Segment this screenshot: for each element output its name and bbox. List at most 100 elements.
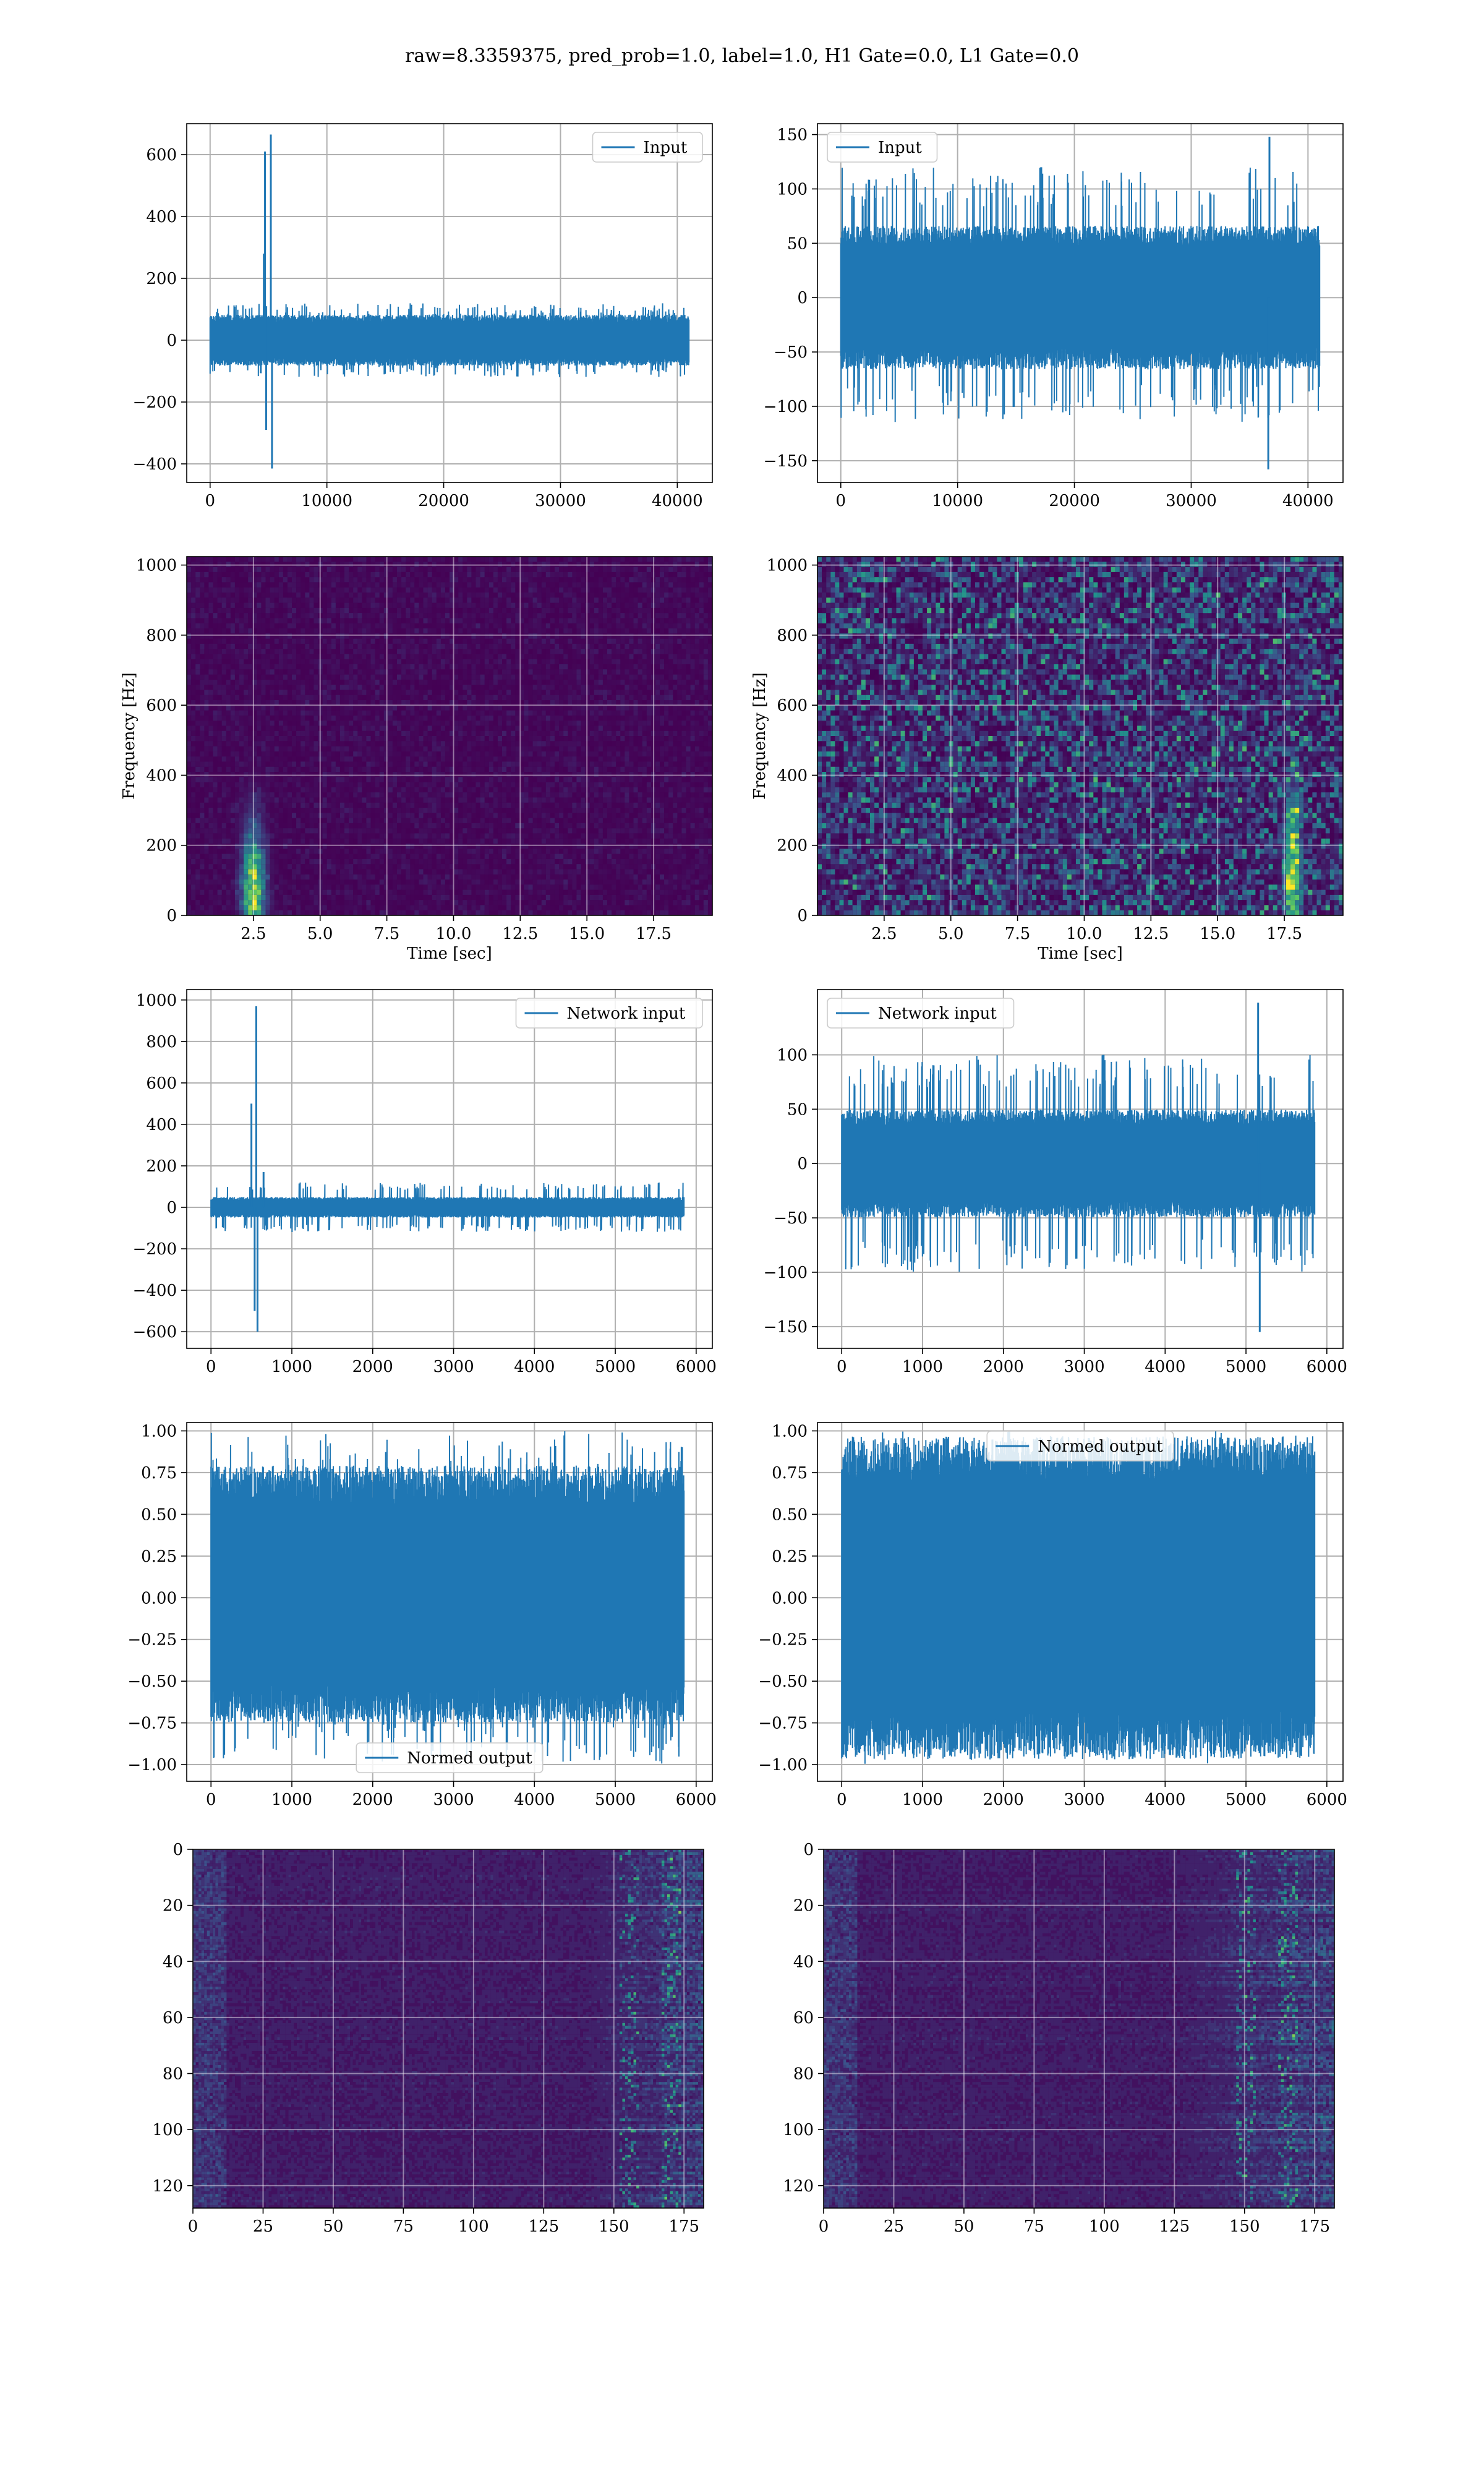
legend: Network input xyxy=(515,998,703,1029)
heatmap-cells xyxy=(261,880,266,885)
legend-label: Network input xyxy=(878,1004,997,1023)
series-line xyxy=(209,303,690,377)
x-tick-label: 75 xyxy=(393,2217,414,2236)
y-tick-label: 100 xyxy=(777,180,808,199)
heatmap-cells xyxy=(257,813,266,839)
heatmap-cells xyxy=(244,874,249,880)
heatmap-cells xyxy=(861,571,866,578)
heatmap-cells xyxy=(248,813,253,818)
x-tick-label: 6000 xyxy=(676,1358,717,1376)
x-tick-label: 4000 xyxy=(514,1358,555,1376)
plot-area xyxy=(824,1849,1334,2208)
x-tick-label: 25 xyxy=(884,2217,904,2236)
x-tick-label: 10.0 xyxy=(1067,925,1102,943)
x-tick-label: 10.0 xyxy=(436,925,472,943)
heatmap-cells xyxy=(248,869,253,875)
heatmap-cells xyxy=(239,884,244,890)
heatmap-cells xyxy=(1295,849,1300,854)
y-tick-label: 600 xyxy=(146,1074,177,1093)
heatmap-cells xyxy=(244,844,249,849)
heatmap-cells xyxy=(1290,874,1295,880)
heatmap-cells xyxy=(248,889,253,895)
series-line xyxy=(210,1182,685,1233)
heatmap-cells xyxy=(252,567,708,905)
panel-r3c1: 0 1000 2000 3000 4000 5000 6000 −600 −400 −200 0 20… xyxy=(133,989,717,1376)
heatmap-cells xyxy=(195,1849,704,2208)
axes-frame xyxy=(817,123,1344,483)
heatmap-cells xyxy=(619,1849,704,2206)
heatmap-cells xyxy=(1295,808,1300,813)
heatmap-cells xyxy=(248,900,253,905)
heatmap-cells xyxy=(257,849,262,854)
x-tick-label: 5.0 xyxy=(938,925,963,943)
heatmap-cells xyxy=(261,905,266,910)
heatmap-cells xyxy=(822,557,1343,910)
heatmap-cells xyxy=(244,854,249,910)
heatmap-cells xyxy=(678,1911,681,1914)
x-tick-label: 3000 xyxy=(1064,1358,1104,1376)
x-tick-label: 20000 xyxy=(1049,492,1100,510)
heatmap-cells xyxy=(1295,858,1300,865)
heatmap-cells xyxy=(1290,818,1295,823)
y-tick-label: 0 xyxy=(166,907,177,925)
y-tick-label: −200 xyxy=(133,393,177,412)
y-tick-label: 0.00 xyxy=(141,1589,177,1607)
x-tick-label: 1000 xyxy=(271,1358,312,1376)
heatmap-cells xyxy=(883,577,888,583)
heatmap-cells xyxy=(992,705,997,711)
series-line xyxy=(210,1431,685,1764)
x-tick-label: 17.5 xyxy=(1266,925,1302,943)
panel-r1c1: 0 10000 20000 30000 40000 −400 −200 0 200 400 600 I… xyxy=(133,123,713,510)
heatmap-cells xyxy=(248,905,253,910)
x-tick-label: 150 xyxy=(1229,2217,1260,2236)
heatmap-cells xyxy=(1295,772,1300,777)
y-tick-label: 0.25 xyxy=(772,1547,808,1566)
heatmap-cells xyxy=(1093,582,1098,588)
heatmap-cells xyxy=(248,854,253,859)
y-tick-label: 1000 xyxy=(136,557,177,575)
y-tick-label: −400 xyxy=(133,1282,177,1300)
y-tick-label: −100 xyxy=(764,1264,808,1282)
heatmap-cells xyxy=(1023,690,1028,695)
x-tick-label: 30000 xyxy=(1166,492,1217,510)
x-axis-label: Time [sec] xyxy=(1038,944,1123,963)
legend-label: Input xyxy=(878,139,922,157)
heatmap-cells xyxy=(1290,880,1295,885)
series-line xyxy=(840,167,1321,422)
heatmap-cells xyxy=(1018,869,1023,875)
heatmap-cells xyxy=(252,858,262,880)
heatmap-cells xyxy=(187,562,708,901)
y-tick-label: −1.00 xyxy=(758,1756,808,1774)
heatmap-cells xyxy=(515,823,520,829)
heatmap-cells xyxy=(1124,730,1128,736)
heatmap-cells xyxy=(239,833,257,880)
heatmap-cells xyxy=(1286,874,1290,880)
heatmap-cells xyxy=(931,643,936,649)
heatmap-cells xyxy=(265,905,270,910)
y-tick-label: 0 xyxy=(803,1841,814,1859)
heatmap-cells xyxy=(248,874,253,880)
heatmap-cells xyxy=(261,864,266,895)
legend: Normed output xyxy=(356,1742,544,1773)
panel-r5c1: 0 25 50 75 100 125 150 175 0 20 40 60 80 100 120 xyxy=(152,1841,704,2236)
heatmap-cells xyxy=(265,880,270,885)
x-tick-label: 0 xyxy=(188,2217,198,2236)
x-tick-label: 2000 xyxy=(983,1791,1024,1809)
x-tick-label: 3000 xyxy=(433,1358,474,1376)
heatmap-cells xyxy=(1290,761,1295,767)
y-tick-label: −0.75 xyxy=(758,1714,808,1733)
x-tick-label: 5000 xyxy=(595,1358,636,1376)
axes-frame xyxy=(823,1849,1335,2209)
x-tick-label: 17.5 xyxy=(636,925,672,943)
x-tick-label: 175 xyxy=(1299,2217,1330,2236)
heatmap-cells xyxy=(244,894,249,901)
y-tick-label: 400 xyxy=(146,208,177,226)
y-tick-label: −0.75 xyxy=(127,1714,177,1733)
heatmap-cells xyxy=(257,828,262,834)
heatmap-cells xyxy=(252,894,257,901)
heatmap-cells xyxy=(244,869,249,875)
x-tick-label: 2000 xyxy=(352,1791,393,1809)
y-tick-label: 800 xyxy=(777,627,808,645)
legend: Input xyxy=(827,132,938,163)
heatmap-cells xyxy=(830,557,1343,905)
